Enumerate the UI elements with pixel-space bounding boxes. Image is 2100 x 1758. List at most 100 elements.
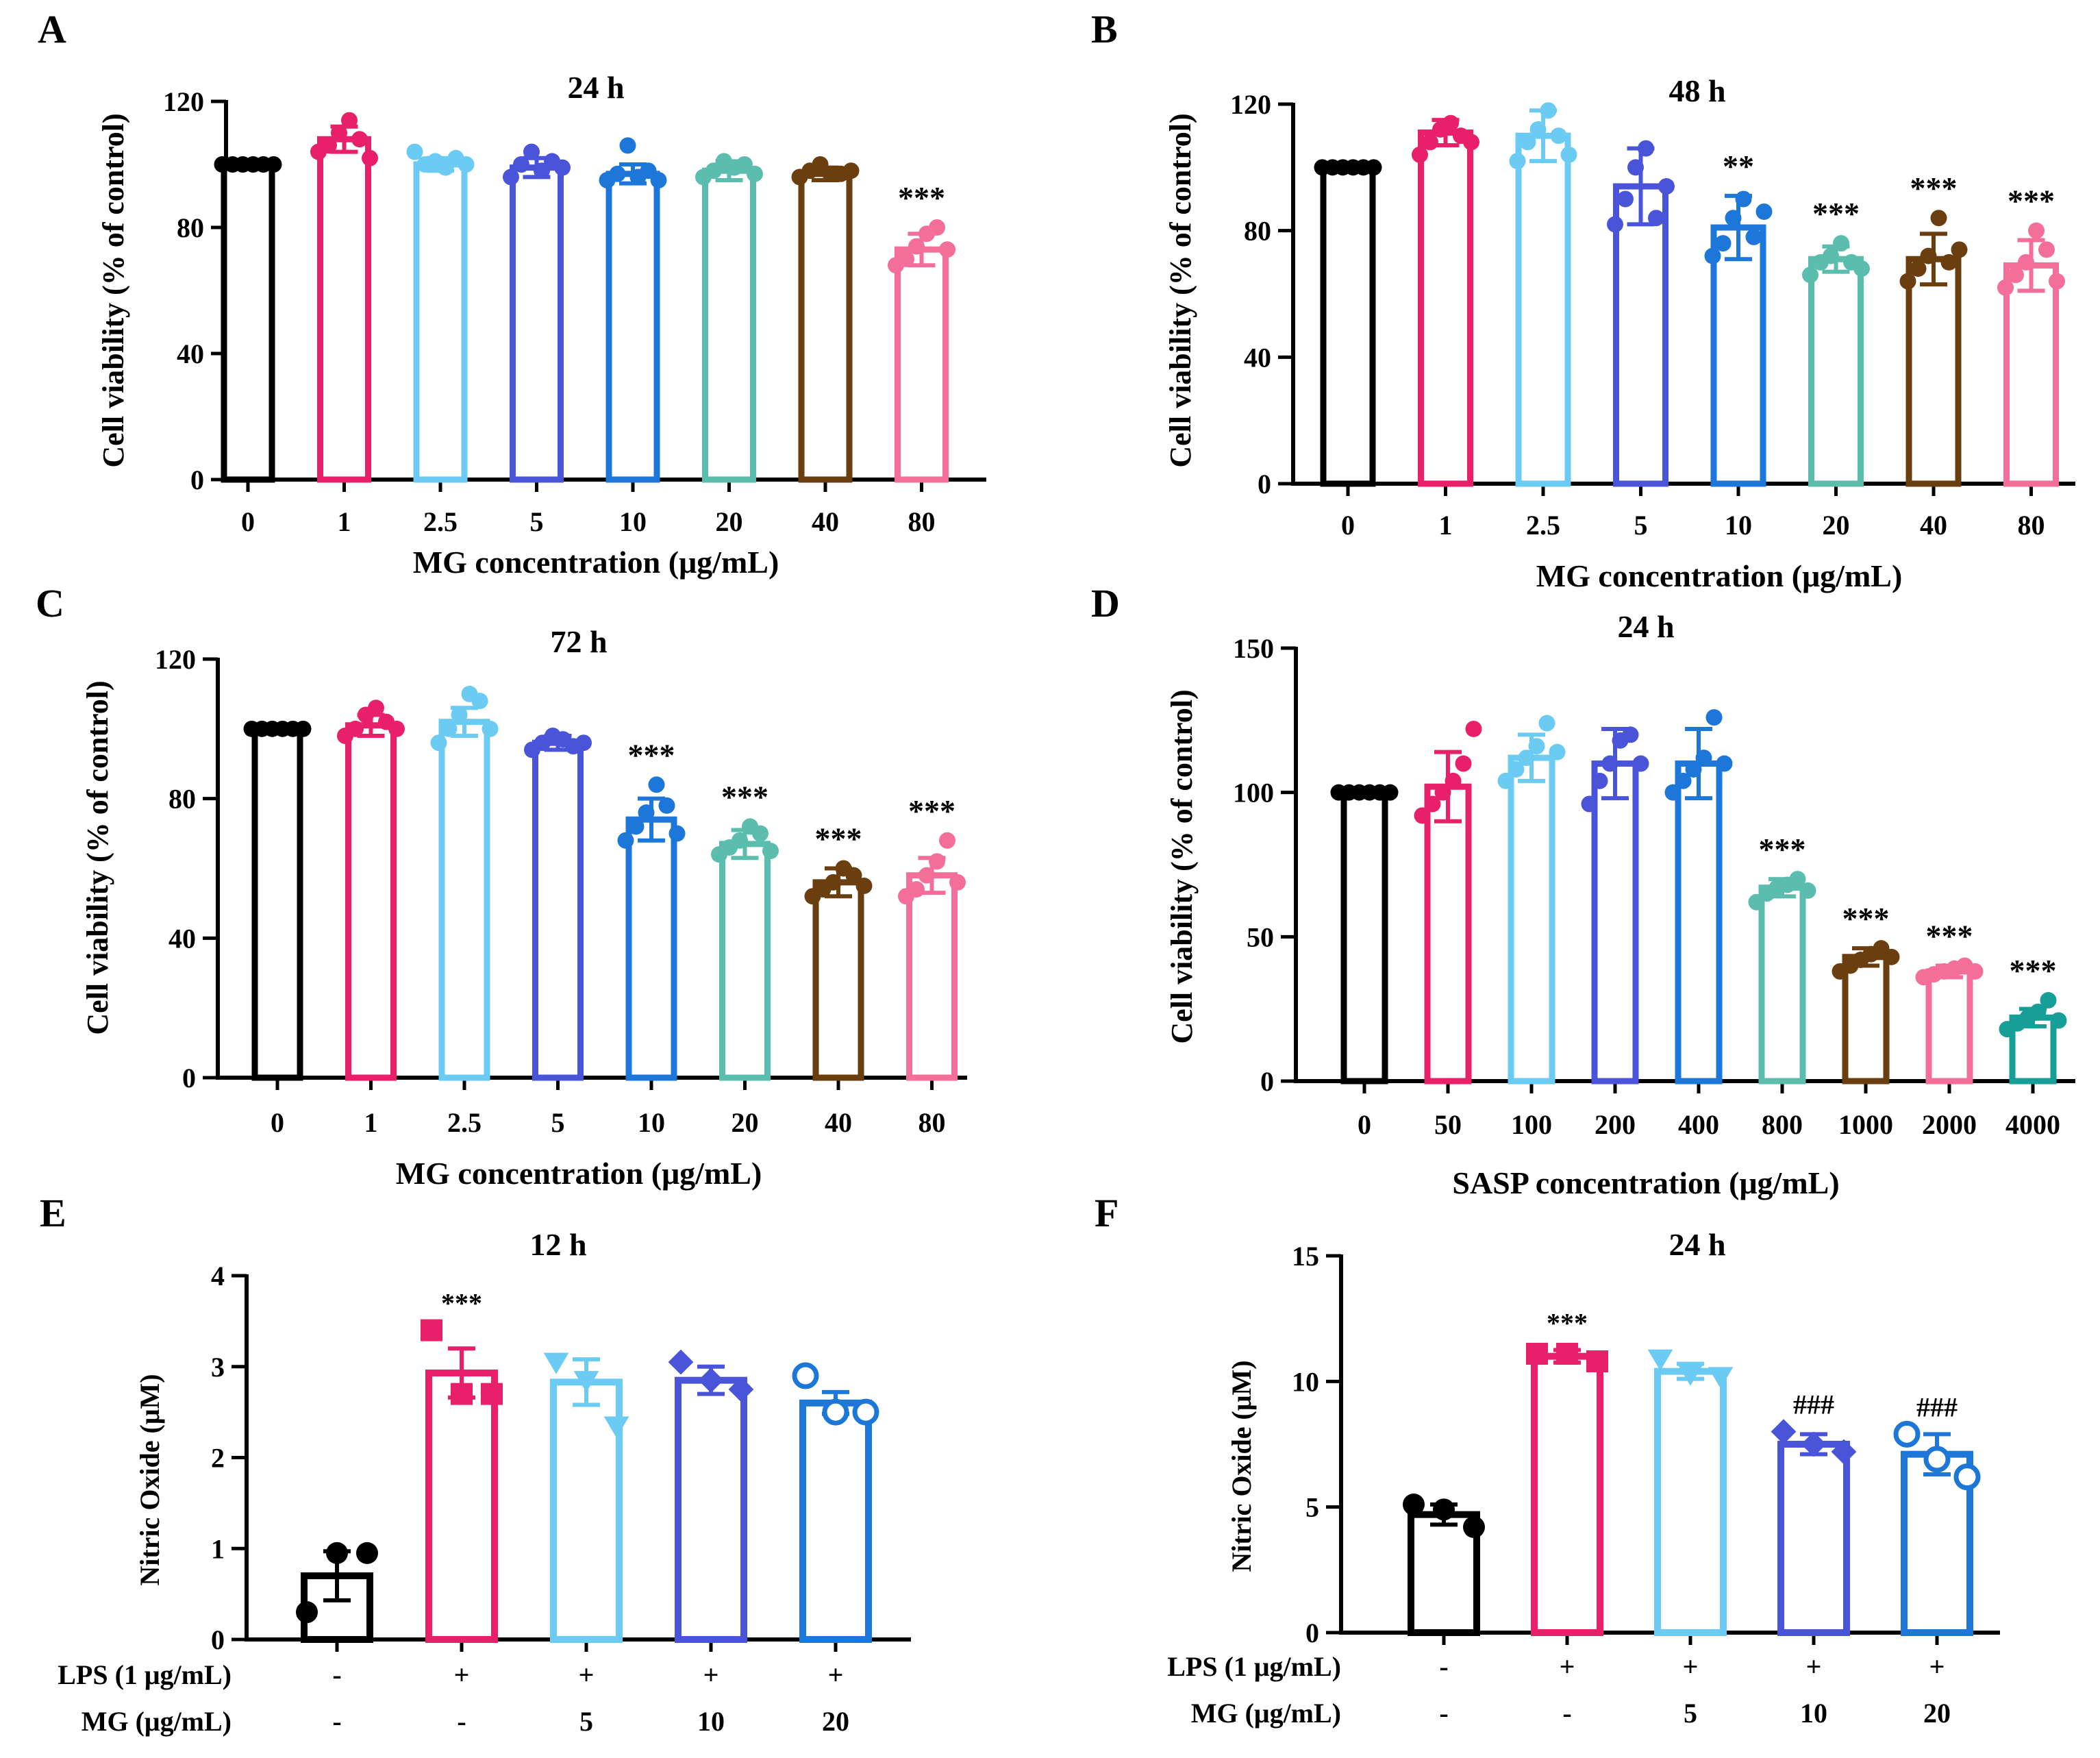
data-point xyxy=(1424,795,1441,813)
chart-title: 24 h xyxy=(1617,609,1674,644)
data-point xyxy=(1833,235,1849,252)
panel-c: C 72 h Cell viability (% of control) 0 40 80 1… xyxy=(36,581,967,1191)
data-point xyxy=(1708,1367,1734,1389)
y-tick-label: 1 xyxy=(211,1533,225,1564)
data-point xyxy=(1695,750,1712,767)
data-point xyxy=(451,1383,473,1405)
treatment-value: + xyxy=(1929,1651,1945,1682)
data-point xyxy=(1893,1420,1921,1448)
data-point xyxy=(2028,222,2045,239)
data-point xyxy=(513,156,529,173)
x-tick-label: 1 xyxy=(1439,510,1453,541)
data-point xyxy=(918,867,935,884)
data-point xyxy=(1433,1498,1455,1521)
data-point xyxy=(573,1371,599,1393)
data-point xyxy=(368,700,384,717)
data-point xyxy=(1685,760,1702,778)
data-point xyxy=(2040,992,2057,1009)
data-point xyxy=(1799,882,1816,899)
y-tick-label: 150 xyxy=(1233,633,1274,664)
x-tick-label: 1 xyxy=(364,1107,378,1138)
data-point xyxy=(1382,784,1399,801)
data-point xyxy=(406,143,423,160)
data-point xyxy=(1647,1349,1673,1371)
data-point xyxy=(1802,267,1818,284)
data-point xyxy=(1518,750,1535,767)
data-point xyxy=(421,1319,442,1341)
x-tick-label: 800 xyxy=(1762,1109,1803,1140)
data-point xyxy=(1526,1343,1548,1365)
data-point xyxy=(1434,784,1451,801)
data-point xyxy=(1519,134,1536,151)
data-point xyxy=(1951,241,1968,258)
chart-title: 72 h xyxy=(550,624,607,659)
x-tick-label: 2.5 xyxy=(447,1107,482,1138)
x-tick-label: 2.5 xyxy=(423,506,458,537)
data-point xyxy=(471,693,488,710)
significance-label: *** xyxy=(1759,832,1806,867)
x-tick-label: 80 xyxy=(2018,510,2045,541)
y-tick-label: 0 xyxy=(1258,469,1271,499)
bar xyxy=(1777,1441,1850,1636)
data-point xyxy=(627,818,645,835)
data-point xyxy=(1677,1364,1703,1386)
x-tick-label: 80 xyxy=(918,1107,946,1138)
data-point xyxy=(617,832,634,849)
data-point xyxy=(296,1601,318,1624)
significance-label: *** xyxy=(1842,901,1890,936)
data-point xyxy=(2038,241,2055,258)
bar xyxy=(1710,224,1766,487)
y-tick-label: 0 xyxy=(211,1624,225,1655)
y-tick-label: 40 xyxy=(1244,342,1271,373)
data-point xyxy=(1853,260,1870,277)
y-tick-label: 120 xyxy=(1230,89,1271,120)
data-point xyxy=(1412,146,1428,163)
data-point xyxy=(855,877,873,894)
data-point xyxy=(619,137,636,154)
x-tick-label: 5 xyxy=(551,1107,565,1138)
bar xyxy=(1508,754,1555,1085)
data-point xyxy=(1549,743,1566,760)
data-point xyxy=(1920,247,1937,264)
bar xyxy=(1808,256,1864,487)
x-tick-label: 10 xyxy=(619,506,647,537)
data-point xyxy=(939,832,955,849)
treatment-value: + xyxy=(579,1659,595,1690)
treatment-value: - xyxy=(1439,1651,1448,1682)
panel-label: B xyxy=(1091,7,1118,51)
data-point xyxy=(842,162,860,179)
treatment-value: - xyxy=(332,1659,341,1690)
data-point xyxy=(1714,235,1732,252)
bar xyxy=(719,841,771,1081)
data-point xyxy=(356,1542,378,1564)
data-point xyxy=(451,706,468,723)
x-tick-label: 5 xyxy=(1634,510,1648,541)
data-point xyxy=(1617,190,1634,208)
data-point xyxy=(1704,247,1721,264)
treatment-value: 20 xyxy=(822,1706,849,1737)
significance-label: *** xyxy=(2010,953,2057,988)
treatment-value: + xyxy=(454,1659,470,1690)
bar xyxy=(345,722,397,1081)
bar xyxy=(532,739,584,1081)
significance-label: ** xyxy=(1723,149,1754,184)
x-tick-label: 5 xyxy=(530,506,544,537)
chart-title: 12 h xyxy=(529,1227,586,1262)
data-point xyxy=(1509,153,1526,170)
data-point xyxy=(482,720,499,737)
data-point xyxy=(295,720,312,737)
data-point xyxy=(792,1362,819,1389)
data-point xyxy=(949,874,966,891)
bar xyxy=(251,726,303,1081)
data-point xyxy=(554,159,571,176)
y-tick-label: 0 xyxy=(1305,1618,1319,1648)
data-point xyxy=(1465,720,1482,737)
y-tick-label: 5 xyxy=(1305,1492,1319,1523)
data-point xyxy=(1622,726,1639,743)
treatment-row-label: MG (μg/mL) xyxy=(82,1706,232,1737)
treatment-row-label: LPS (1 μg/mL) xyxy=(1167,1651,1341,1682)
data-point xyxy=(543,1352,569,1374)
x-axis-label: MG concentration (μg/mL) xyxy=(413,545,779,580)
x-tick-label: 100 xyxy=(1511,1109,1552,1140)
panel-f: F 24 h Nitric Oxide (μM) 0 5 10 15 *** ### ### LPS… xyxy=(1095,1191,2000,1729)
